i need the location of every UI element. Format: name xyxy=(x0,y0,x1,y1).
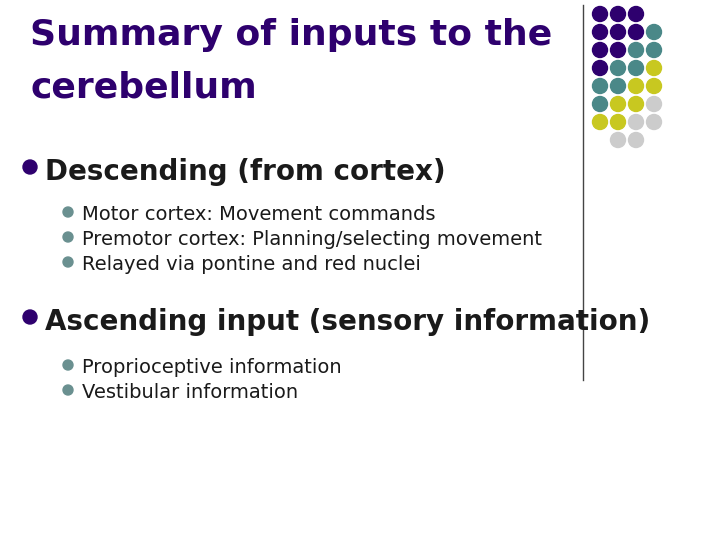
Circle shape xyxy=(647,24,662,39)
Circle shape xyxy=(611,43,626,57)
Circle shape xyxy=(629,114,644,130)
Circle shape xyxy=(611,24,626,39)
Circle shape xyxy=(593,24,608,39)
Circle shape xyxy=(593,43,608,57)
Circle shape xyxy=(611,60,626,76)
Circle shape xyxy=(629,24,644,39)
Circle shape xyxy=(611,78,626,93)
Text: Premotor cortex: Planning/selecting movement: Premotor cortex: Planning/selecting move… xyxy=(82,230,542,249)
Circle shape xyxy=(647,78,662,93)
Circle shape xyxy=(611,6,626,22)
Circle shape xyxy=(23,310,37,324)
Circle shape xyxy=(611,97,626,111)
Circle shape xyxy=(647,60,662,76)
Circle shape xyxy=(611,114,626,130)
Circle shape xyxy=(63,207,73,217)
Circle shape xyxy=(611,132,626,147)
Circle shape xyxy=(63,360,73,370)
Circle shape xyxy=(629,60,644,76)
Circle shape xyxy=(23,160,37,174)
Circle shape xyxy=(593,114,608,130)
Circle shape xyxy=(647,43,662,57)
Circle shape xyxy=(593,6,608,22)
Circle shape xyxy=(647,114,662,130)
Circle shape xyxy=(593,78,608,93)
Circle shape xyxy=(629,6,644,22)
Text: Summary of inputs to the: Summary of inputs to the xyxy=(30,18,552,52)
Circle shape xyxy=(63,232,73,242)
Circle shape xyxy=(593,60,608,76)
Text: Ascending input (sensory information): Ascending input (sensory information) xyxy=(45,308,650,336)
Circle shape xyxy=(629,78,644,93)
Circle shape xyxy=(593,97,608,111)
Text: Vestibular information: Vestibular information xyxy=(82,383,298,402)
Circle shape xyxy=(647,97,662,111)
Text: Motor cortex: Movement commands: Motor cortex: Movement commands xyxy=(82,205,436,224)
Text: Relayed via pontine and red nuclei: Relayed via pontine and red nuclei xyxy=(82,255,421,274)
Circle shape xyxy=(63,385,73,395)
Circle shape xyxy=(629,43,644,57)
Text: Descending (from cortex): Descending (from cortex) xyxy=(45,158,446,186)
Circle shape xyxy=(629,132,644,147)
Text: Proprioceptive information: Proprioceptive information xyxy=(82,358,341,377)
Text: cerebellum: cerebellum xyxy=(30,70,257,104)
Circle shape xyxy=(63,257,73,267)
Circle shape xyxy=(629,97,644,111)
